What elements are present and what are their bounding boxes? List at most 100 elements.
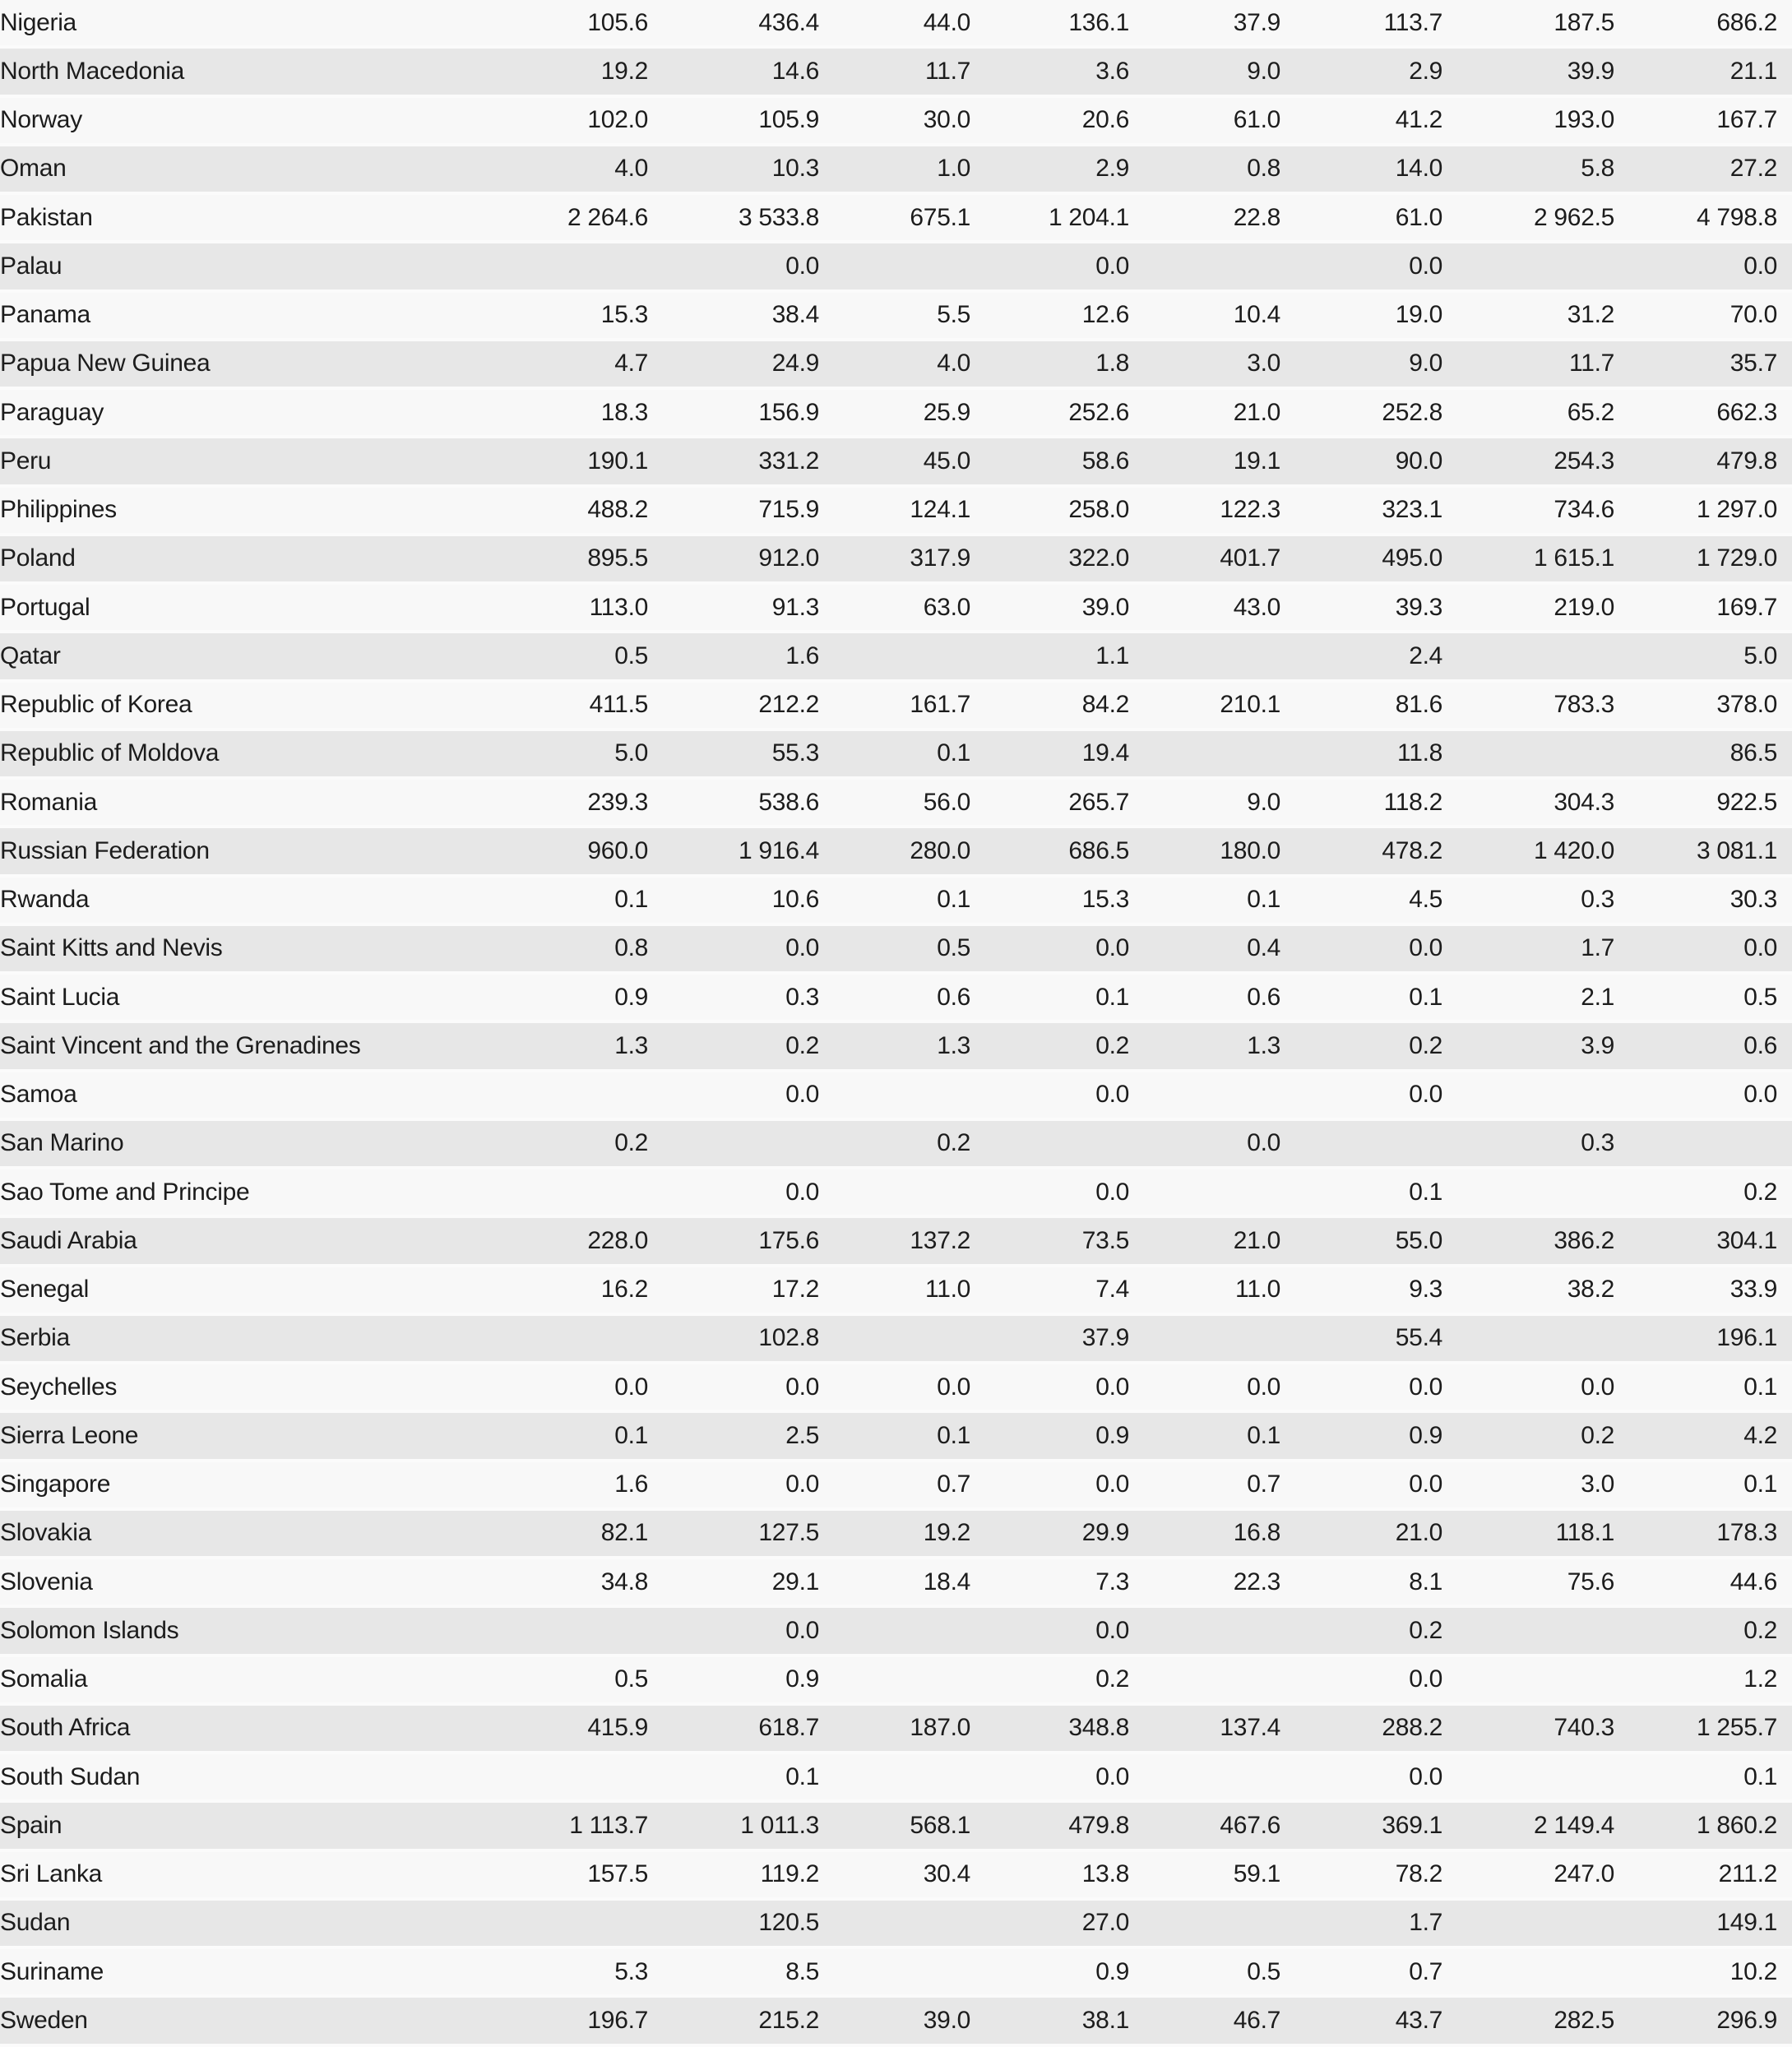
value-cell: 0.0	[970, 1608, 1129, 1657]
value-cell	[1442, 1656, 1614, 1706]
value-cell: 19.1	[1129, 438, 1280, 488]
value-cell: 3.6	[970, 49, 1129, 98]
table-row: North Macedonia 19.2 14.6 11.7 3.6 9.0 2.9 39.9…	[0, 49, 1792, 98]
value-cell: 11.7	[1442, 340, 1614, 390]
table-row: Panama 15.3 38.4 5.5 12.6 10.4 19.0 31.2 70.0	[0, 292, 1792, 341]
value-cell: 18.4	[819, 1559, 970, 1609]
value-cell: 19.0	[1280, 292, 1442, 341]
table-row: Oman 4.0 10.3 1.0 2.9 0.8 14.0 5.8 27.2	[0, 146, 1792, 195]
value-cell: 9.0	[1280, 340, 1442, 390]
value-cell: 252.6	[970, 390, 1129, 439]
value-cell: 0.0	[970, 1072, 1129, 1121]
value-cell: 1 860.2	[1614, 1803, 1792, 1852]
value-cell: 0.0	[1280, 1461, 1442, 1511]
table-row: Nigeria 105.6 436.4 44.0 136.1 37.9 113.7 187.5…	[0, 0, 1792, 49]
country-cell: Sudan	[0, 1900, 485, 1949]
value-cell: 1.1	[970, 633, 1129, 683]
value-cell: 25.9	[819, 390, 970, 439]
country-cell: Singapore	[0, 1461, 485, 1511]
value-cell: 0.0	[648, 1072, 819, 1121]
value-cell: 63.0	[819, 585, 970, 634]
value-cell: 0.4	[1129, 925, 1280, 975]
value-cell: 9.0	[1129, 49, 1280, 98]
value-cell: 19.2	[819, 1510, 970, 1559]
value-cell: 180.0	[1129, 828, 1280, 878]
value-cell: 14.0	[1280, 146, 1442, 195]
value-cell: 0.1	[485, 1413, 648, 1462]
value-cell: 239.3	[485, 780, 648, 829]
country-cell: Saint Vincent and the Grenadines	[0, 1023, 485, 1072]
value-cell: 0.0	[970, 925, 1129, 975]
country-cell: Sri Lanka	[0, 1851, 485, 1901]
value-cell: 0.8	[1129, 146, 1280, 195]
value-cell	[819, 1900, 970, 1949]
value-cell	[1442, 1315, 1614, 1364]
value-cell: 196.7	[485, 1998, 648, 2047]
value-cell: 59.1	[1129, 1851, 1280, 1901]
value-cell: 0.0	[1280, 925, 1442, 975]
table-row: Sri Lanka 157.5 119.2 30.4 13.8 59.1 78.2 247.0…	[0, 1851, 1792, 1901]
value-cell: 113.0	[485, 585, 648, 634]
country-cell: Suriname	[0, 1949, 485, 1998]
value-cell: 219.0	[1442, 585, 1614, 634]
value-cell: 39.0	[819, 1998, 970, 2047]
value-cell: 1.3	[485, 1023, 648, 1072]
value-cell: 118.1	[1442, 1510, 1614, 1559]
table-row: Poland 895.5 912.0 317.9 322.0 401.7 495.0 1 61…	[0, 535, 1792, 585]
value-cell: 15.3	[485, 292, 648, 341]
value-cell: 1.7	[1442, 925, 1614, 975]
country-cell: Qatar	[0, 633, 485, 683]
value-cell: 4.7	[485, 340, 648, 390]
value-cell: 149.1	[1614, 1900, 1792, 1949]
value-cell: 0.0	[1442, 1364, 1614, 1414]
value-cell	[1442, 1900, 1614, 1949]
value-cell: 1.6	[485, 1461, 648, 1511]
value-cell: 11.0	[1129, 1267, 1280, 1316]
value-cell: 1.0	[819, 146, 970, 195]
value-cell: 178.3	[1614, 1510, 1792, 1559]
value-cell: 29.1	[648, 1559, 819, 1609]
table-row: Romania 239.3 538.6 56.0 265.7 9.0 118.2 304.3 9…	[0, 780, 1792, 829]
value-cell: 0.0	[648, 1461, 819, 1511]
value-cell: 187.5	[1442, 0, 1614, 49]
value-cell: 247.0	[1442, 1851, 1614, 1901]
value-cell: 467.6	[1129, 1803, 1280, 1852]
value-cell: 568.1	[819, 1803, 970, 1852]
value-cell: 4 798.8	[1614, 195, 1792, 244]
value-cell: 0.5	[485, 1656, 648, 1706]
value-cell: 5.3	[485, 1949, 648, 1998]
value-cell: 1.6	[648, 633, 819, 683]
value-cell: 82.1	[485, 1510, 648, 1559]
value-cell: 0.0	[819, 1364, 970, 1414]
value-cell: 0.2	[1280, 1023, 1442, 1072]
value-cell	[819, 243, 970, 293]
value-cell: 10.4	[1129, 292, 1280, 341]
value-cell: 252.8	[1280, 390, 1442, 439]
value-cell	[1129, 243, 1280, 293]
table-row: Papua New Guinea 4.7 24.9 4.0 1.8 3.0 9.0 11.7 3…	[0, 340, 1792, 390]
value-cell: 91.3	[648, 585, 819, 634]
value-cell: 17.2	[648, 1267, 819, 1316]
value-cell: 479.8	[970, 1803, 1129, 1852]
country-cell: Serbia	[0, 1315, 485, 1364]
value-cell: 13.8	[970, 1851, 1129, 1901]
value-cell: 369.1	[1280, 1803, 1442, 1852]
value-cell: 167.7	[1614, 97, 1792, 146]
value-cell: 58.6	[970, 438, 1129, 488]
table-row: Singapore 1.6 0.0 0.7 0.0 0.7 0.0 3.0 0.1	[0, 1461, 1792, 1511]
table-row: Republic of Korea 411.5 212.2 161.7 84.2 210.…	[0, 682, 1792, 731]
value-cell: 296.9	[1614, 1998, 1792, 2047]
value-cell: 169.7	[1614, 585, 1792, 634]
value-cell: 1 204.1	[970, 195, 1129, 244]
country-cell: Samoa	[0, 1072, 485, 1121]
value-cell: 895.5	[485, 535, 648, 585]
value-cell: 2 149.4	[1442, 1803, 1614, 1852]
value-cell: 35.7	[1614, 340, 1792, 390]
value-cell: 157.5	[485, 1851, 648, 1901]
value-cell: 5.0	[1614, 633, 1792, 683]
value-cell	[1129, 1169, 1280, 1219]
value-cell: 46.7	[1129, 1998, 1280, 2047]
table-row: Norway 102.0 105.9 30.0 20.6 61.0 41.2 193.0 167…	[0, 97, 1792, 146]
value-cell	[819, 1169, 970, 1219]
value-cell: 1 255.7	[1614, 1705, 1792, 1754]
